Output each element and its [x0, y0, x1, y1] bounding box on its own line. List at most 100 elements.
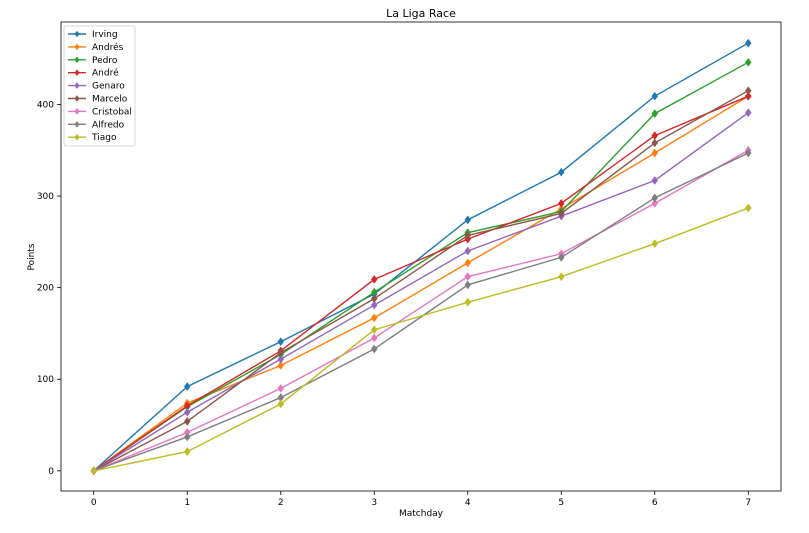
series-marcelo [90, 86, 752, 476]
legend-marker [74, 121, 80, 128]
data-point [277, 337, 284, 347]
x-tick-label: 6 [652, 498, 658, 508]
data-point [370, 275, 378, 284]
data-point [745, 148, 752, 158]
series-tiago [90, 203, 752, 476]
y-tick-label: 100 [37, 375, 54, 385]
data-point [370, 344, 378, 354]
x-tick-label: 5 [558, 498, 564, 508]
series-line [93, 90, 749, 472]
x-tick-label: 2 [278, 498, 284, 508]
y-axis: 0 100 200 300 400 [37, 100, 61, 477]
legend-item: Irving [68, 30, 118, 40]
data-point [745, 38, 752, 48]
x-tick-label: 1 [184, 498, 190, 508]
legend-label: Andrés [92, 42, 124, 53]
legend-marker [74, 43, 80, 51]
data-point [370, 300, 378, 310]
legend: Irving Andrés Pedro André Genaro Marcelo Crist… [63, 25, 136, 147]
legend-label: André [92, 68, 119, 79]
data-point [558, 253, 565, 262]
data-point [277, 384, 284, 393]
data-point [370, 325, 378, 335]
series-group [90, 38, 752, 476]
legend-marker [74, 133, 80, 141]
series-cristobal [90, 145, 752, 476]
x-tick-label: 0 [91, 498, 97, 508]
data-point [183, 382, 191, 391]
legend-item: Marcelo [68, 95, 128, 105]
data-point [90, 466, 97, 476]
data-point [651, 239, 659, 249]
data-point [651, 109, 659, 118]
legend-marker [74, 95, 80, 102]
data-point [183, 407, 191, 417]
x-axis-label: Matchday [399, 509, 444, 519]
legend-marker [74, 108, 80, 115]
data-point [277, 399, 284, 409]
chart-title: La Liga Race [386, 7, 456, 20]
data-point [370, 333, 378, 343]
data-point [558, 209, 565, 218]
data-point [464, 297, 472, 307]
data-point [277, 354, 284, 364]
legend-label: Alfredo [92, 120, 125, 130]
x-tick-label: 4 [465, 498, 471, 508]
data-point [651, 138, 659, 148]
y-tick-label: 0 [48, 467, 54, 477]
data-point [277, 361, 284, 370]
legend-item: Tiago [68, 133, 117, 143]
series-andrés [90, 91, 752, 476]
x-tick-label: 3 [371, 498, 377, 508]
legend-label: Pedro [92, 56, 118, 66]
legend-item: Genaro [68, 82, 125, 92]
data-point [558, 167, 565, 177]
series-line [93, 112, 749, 472]
y-axis-label: Points [27, 243, 37, 270]
data-point [745, 57, 752, 67]
legend-box [63, 25, 136, 147]
data-point [370, 294, 378, 303]
legend-label: Irving [92, 30, 118, 40]
legend-item: Andrés [68, 42, 124, 53]
legend-label: Tiago [91, 133, 117, 143]
data-point [558, 272, 565, 281]
data-point [277, 348, 284, 358]
data-point [183, 447, 191, 456]
data-point [651, 199, 659, 208]
series-andré [90, 91, 752, 476]
legend-marker [74, 56, 80, 64]
x-tick-label: 7 [745, 498, 751, 508]
data-point [651, 91, 659, 101]
series-line [93, 61, 749, 472]
legend-label: Cristobal [92, 107, 132, 117]
data-point [464, 280, 472, 290]
data-point [651, 131, 659, 140]
series-line [93, 95, 749, 472]
series-line [93, 42, 749, 472]
data-point [464, 246, 472, 256]
data-point [370, 313, 378, 323]
data-point [651, 193, 659, 203]
series-line [93, 95, 749, 472]
series-line [93, 207, 749, 472]
legend-marker [74, 82, 80, 89]
legend-marker [74, 30, 80, 38]
data-point [464, 258, 472, 268]
series-line [93, 149, 749, 472]
data-point [651, 176, 659, 185]
legend-marker [74, 69, 80, 76]
legend-item: André [68, 68, 119, 79]
y-tick-label: 400 [37, 100, 54, 110]
legend-label: Genaro [92, 82, 125, 92]
data-point [183, 417, 191, 426]
plot-frame [60, 21, 782, 492]
data-point [464, 231, 472, 240]
plot-area [60, 21, 782, 492]
y-tick-label: 300 [37, 192, 54, 202]
data-point [745, 203, 752, 213]
data-point [464, 215, 472, 225]
y-tick-label: 200 [37, 284, 54, 294]
data-point [745, 108, 752, 118]
